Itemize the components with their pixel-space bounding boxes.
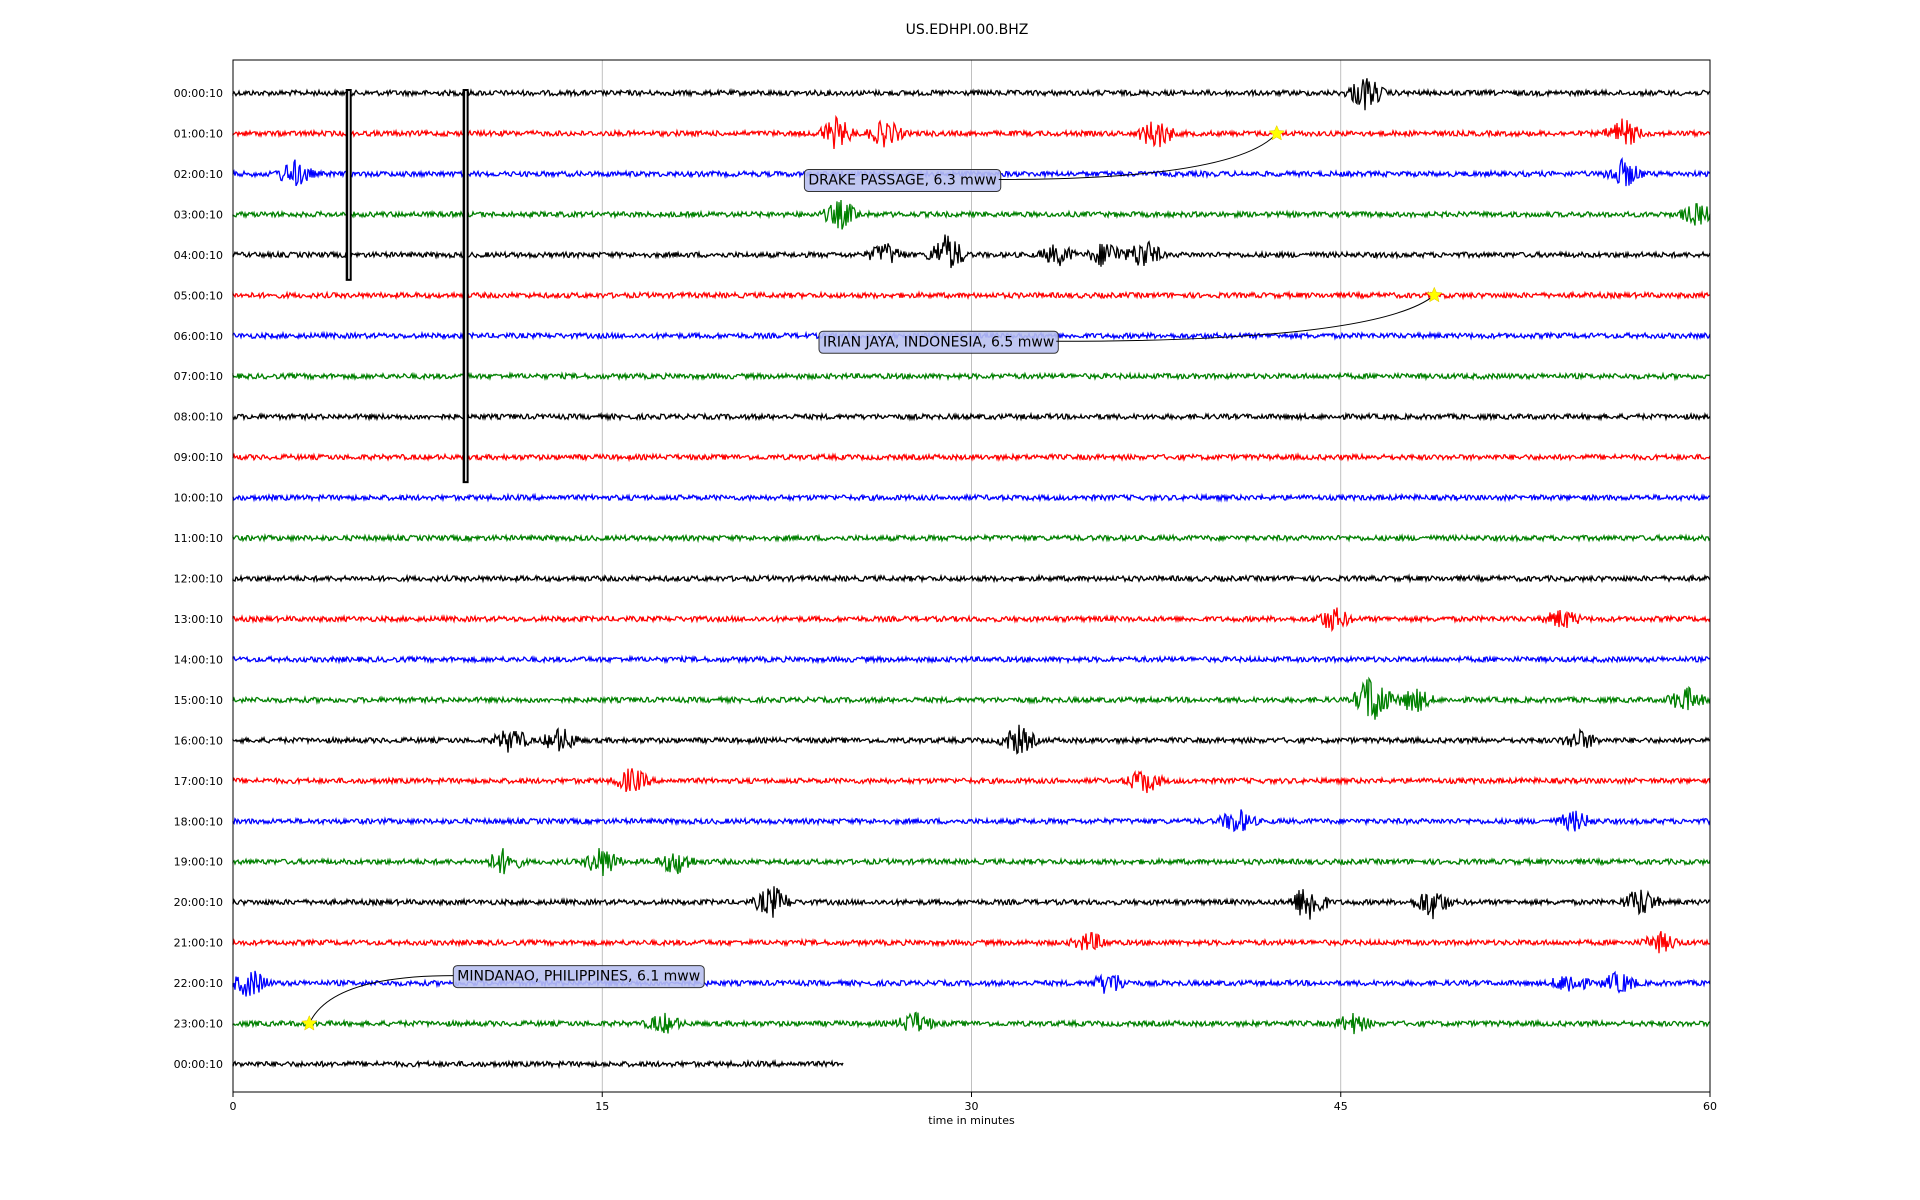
row-time-label: 23:00:10 — [174, 1018, 223, 1031]
spike-lines — [345, 89, 469, 484]
event-connector — [1056, 294, 1435, 342]
row-time-label: 20:00:10 — [174, 896, 223, 909]
plot-frame — [232, 59, 1711, 1093]
trace-row — [232, 452, 1711, 463]
row-time-label: 13:00:10 — [174, 613, 223, 626]
trace-row — [232, 676, 1711, 720]
trace-row — [232, 573, 1711, 584]
trace-row — [232, 492, 1711, 503]
trace-row — [232, 931, 1711, 954]
trace-row — [232, 654, 1711, 665]
spike-line-gap — [465, 91, 467, 482]
trace-row — [232, 886, 1711, 920]
event-label: IRIAN JAYA, INDONESIA, 6.5 mww — [823, 334, 1054, 350]
x-tick-label: 60 — [1703, 1100, 1717, 1113]
row-time-label: 15:00:10 — [174, 694, 223, 707]
x-tick-label: 30 — [965, 1100, 979, 1113]
trace-row — [232, 290, 1711, 301]
row-time-label: 01:00:10 — [174, 127, 223, 140]
event-connector — [998, 133, 1278, 180]
row-time-label: 11:00:10 — [174, 532, 223, 545]
row-time-label: 07:00:10 — [174, 370, 223, 383]
trace-row — [232, 1058, 844, 1070]
row-time-label: 00:00:10 — [174, 87, 223, 100]
row-time-label: 16:00:10 — [174, 734, 223, 747]
trace-row — [232, 199, 1711, 230]
x-axis-label: time in minutes — [928, 1114, 1015, 1127]
trace-row — [232, 848, 1711, 877]
row-time-label: 09:00:10 — [174, 451, 223, 464]
row-time-label: 22:00:10 — [174, 977, 223, 990]
row-time-label: 05:00:10 — [174, 289, 223, 302]
trace-row — [232, 114, 1711, 150]
row-time-label: 02:00:10 — [174, 168, 223, 181]
row-time-label: 21:00:10 — [174, 937, 223, 950]
trace-row — [232, 78, 1711, 111]
row-time-label: 10:00:10 — [174, 492, 223, 505]
event-label: DRAKE PASSAGE, 6.3 mww — [808, 172, 996, 188]
chart-title: US.EDHPI.00.BHZ — [906, 22, 1029, 38]
row-time-labels: 00:00:10 01:00:10 02:00:10 03:00:10 04:00:10… — [174, 87, 223, 1071]
row-time-label: 18:00:10 — [174, 815, 223, 828]
trace-row — [232, 809, 1711, 833]
trace-row — [232, 533, 1711, 544]
trace-row — [232, 1011, 1711, 1035]
x-tick-label: 0 — [230, 1100, 237, 1113]
event-label: MINDANAO, PHILIPPINES, 6.1 mww — [457, 969, 700, 985]
trace-row — [232, 724, 1711, 755]
event-star-marker — [301, 1014, 318, 1031]
event-annotations: DRAKE PASSAGE, 6.3 mww IRIAN JAYA, INDONE… — [301, 124, 1443, 1031]
row-time-label: 03:00:10 — [174, 208, 223, 221]
trace-row — [232, 234, 1711, 269]
x-axis-ticks: 0 15 30 45 60 — [230, 1092, 1717, 1113]
trace-row — [232, 371, 1711, 382]
event-annotation: IRIAN JAYA, INDONESIA, 6.5 mww — [818, 286, 1443, 354]
x-tick-label: 45 — [1334, 1100, 1348, 1113]
row-time-label: 19:00:10 — [174, 856, 223, 869]
spike-line-gap — [348, 91, 350, 279]
x-tick-label: 15 — [595, 1100, 609, 1113]
row-time-label: 17:00:10 — [174, 775, 223, 788]
trace-lines — [232, 78, 1711, 1070]
event-star-marker — [1426, 286, 1443, 303]
event-label-box — [818, 330, 1059, 354]
event-annotation: MINDANAO, PHILIPPINES, 6.1 mww — [301, 965, 705, 1031]
event-connector — [308, 975, 454, 1024]
event-star-marker — [1268, 124, 1286, 141]
trace-row — [232, 411, 1711, 422]
event-label-box — [803, 168, 1002, 192]
row-time-label: 06:00:10 — [174, 330, 223, 343]
trace-row — [232, 607, 1711, 633]
row-time-label: 14:00:10 — [174, 653, 223, 666]
row-time-label: 12:00:10 — [174, 573, 223, 586]
event-label-box — [452, 965, 705, 989]
trace-row — [232, 768, 1711, 794]
row-time-label: 04:00:10 — [174, 249, 223, 262]
row-time-label: 08:00:10 — [174, 411, 223, 424]
row-time-label: 00:00:10 — [174, 1058, 223, 1071]
event-annotation: DRAKE PASSAGE, 6.3 mww — [803, 124, 1286, 192]
